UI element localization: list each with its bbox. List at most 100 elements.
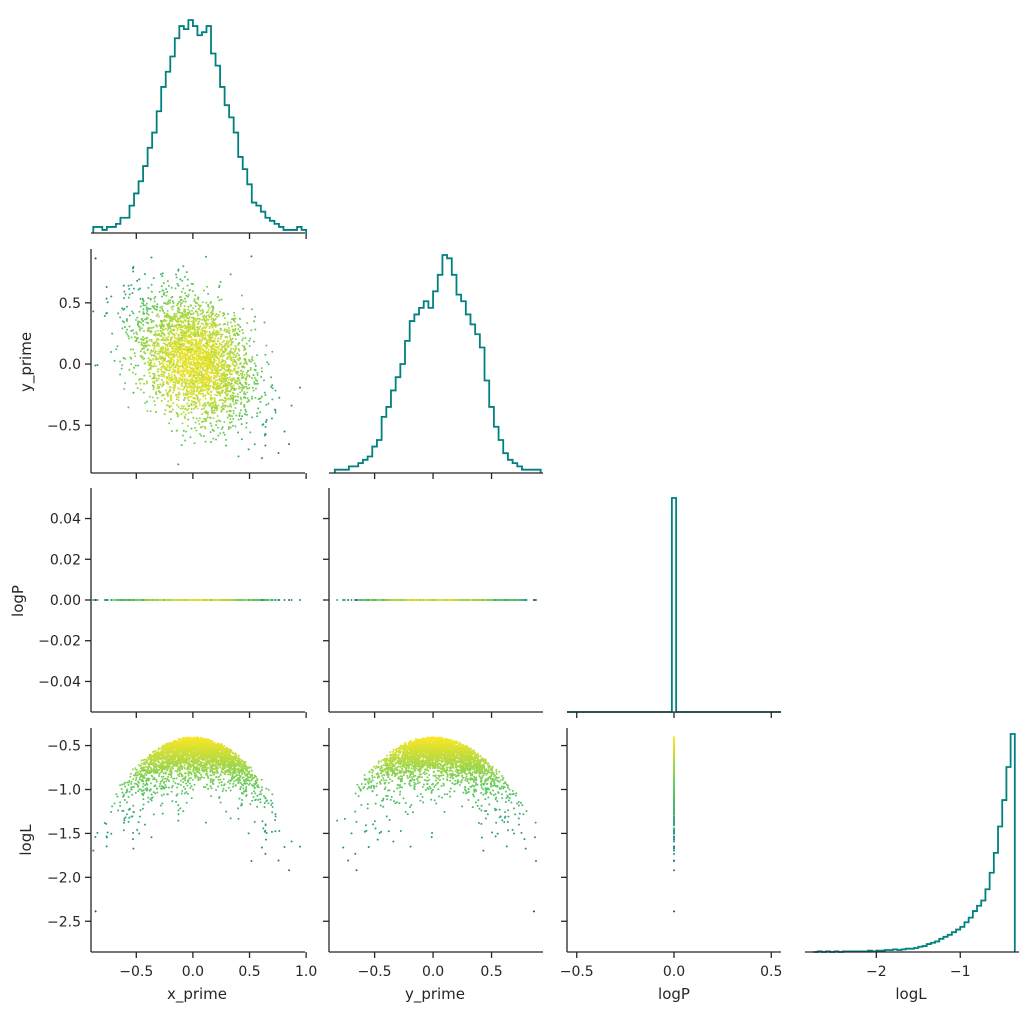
scatter-point bbox=[191, 386, 193, 388]
scatter-point bbox=[225, 445, 227, 447]
scatter-point bbox=[251, 398, 253, 400]
scatter-point bbox=[139, 378, 141, 380]
scatter-point bbox=[213, 409, 215, 411]
scatter-point bbox=[211, 410, 213, 412]
scatter-point bbox=[186, 409, 188, 411]
scatter-point bbox=[152, 305, 154, 307]
scatter-point bbox=[224, 404, 226, 406]
scatter-point bbox=[199, 398, 201, 400]
scatter-point bbox=[155, 393, 157, 395]
scatter-point bbox=[154, 346, 156, 348]
scatter-point bbox=[199, 382, 201, 384]
scatter-point bbox=[202, 363, 204, 365]
scatter-point bbox=[246, 422, 248, 424]
scatter-point bbox=[215, 404, 217, 406]
scatter-point bbox=[236, 333, 238, 335]
scatter-point bbox=[140, 350, 142, 352]
scatter-point bbox=[235, 414, 237, 416]
scatter-point bbox=[184, 386, 186, 388]
scatter-point bbox=[169, 302, 171, 304]
scatter-point bbox=[158, 357, 160, 359]
scatter-point bbox=[185, 347, 187, 349]
scatter-point bbox=[232, 338, 234, 340]
scatter-point bbox=[233, 389, 235, 391]
scatter-point bbox=[170, 361, 172, 363]
scatter-point bbox=[251, 416, 253, 418]
scatter-point bbox=[177, 393, 179, 395]
scatter-point bbox=[184, 353, 186, 355]
scatter-point bbox=[207, 363, 209, 365]
scatter-point bbox=[216, 409, 218, 411]
scatter-point bbox=[148, 363, 150, 365]
scatter-point bbox=[244, 409, 246, 411]
scatter-point bbox=[247, 397, 249, 399]
scatter-point bbox=[167, 336, 169, 338]
scatter-point bbox=[236, 363, 238, 365]
scatter-point bbox=[144, 318, 146, 320]
scatter-point bbox=[254, 369, 256, 371]
scatter-point bbox=[162, 327, 164, 329]
scatter-point bbox=[244, 374, 246, 376]
scatter-point bbox=[185, 394, 187, 396]
scatter-point bbox=[245, 411, 247, 413]
scatter-point bbox=[234, 318, 236, 320]
scatter-point bbox=[209, 416, 211, 418]
scatter-point bbox=[182, 288, 184, 290]
scatter-point bbox=[212, 305, 214, 307]
scatter-point bbox=[141, 342, 143, 344]
scatter-point bbox=[191, 390, 193, 392]
scatter-point bbox=[197, 383, 199, 385]
scatter-point bbox=[123, 321, 125, 323]
y-tick-label: 0.0 bbox=[59, 357, 81, 373]
scatter-point bbox=[166, 380, 168, 382]
panel-logP-vs-x_prime: 0.040.020.00−0.02−0.04 bbox=[38, 488, 306, 718]
scatter-point bbox=[184, 292, 186, 294]
scatter-point bbox=[147, 349, 149, 351]
scatter-point bbox=[228, 426, 230, 428]
scatter-point bbox=[166, 392, 168, 394]
scatter-point bbox=[121, 327, 123, 329]
scatter-point bbox=[211, 350, 213, 352]
scatter-point bbox=[202, 369, 204, 371]
scatter-point bbox=[212, 318, 214, 320]
scatter-point bbox=[193, 339, 195, 341]
scatter-point bbox=[173, 360, 175, 362]
scatter-point bbox=[250, 369, 252, 371]
scatter-point bbox=[194, 380, 196, 382]
scatter-point bbox=[177, 323, 179, 325]
scatter-point bbox=[192, 346, 194, 348]
scatter-point bbox=[151, 284, 153, 286]
scatter-point bbox=[146, 317, 148, 319]
scatter-point bbox=[170, 394, 172, 396]
scatter-point bbox=[205, 347, 207, 349]
scatter-point bbox=[159, 351, 161, 353]
scatter-point bbox=[238, 374, 240, 376]
scatter-point bbox=[261, 424, 263, 426]
scatter-point bbox=[211, 402, 213, 404]
scatter-point bbox=[147, 328, 149, 330]
scatter-point bbox=[179, 362, 181, 364]
scatter-point bbox=[209, 334, 211, 336]
scatter-point bbox=[260, 397, 262, 399]
scatter-point bbox=[211, 333, 213, 335]
scatter-point bbox=[224, 317, 226, 319]
scatter-point bbox=[212, 417, 214, 419]
scatter-point bbox=[160, 320, 162, 322]
scatter-point bbox=[188, 312, 190, 314]
scatter-point bbox=[238, 419, 240, 421]
scatter-point bbox=[238, 385, 240, 387]
scatter-point bbox=[170, 359, 172, 361]
scatter-point bbox=[188, 357, 190, 359]
scatter-point bbox=[218, 357, 220, 359]
scatter-point bbox=[215, 402, 217, 404]
scatter-point bbox=[199, 404, 201, 406]
scatter-point bbox=[209, 352, 211, 354]
scatter-point bbox=[171, 344, 173, 346]
scatter-point bbox=[203, 355, 205, 357]
scatter-point bbox=[188, 316, 190, 318]
scatter-point bbox=[190, 336, 192, 338]
scatter-point bbox=[159, 355, 161, 357]
scatter-point bbox=[191, 310, 193, 312]
scatter-point bbox=[212, 405, 214, 407]
scatter-point bbox=[185, 314, 187, 316]
